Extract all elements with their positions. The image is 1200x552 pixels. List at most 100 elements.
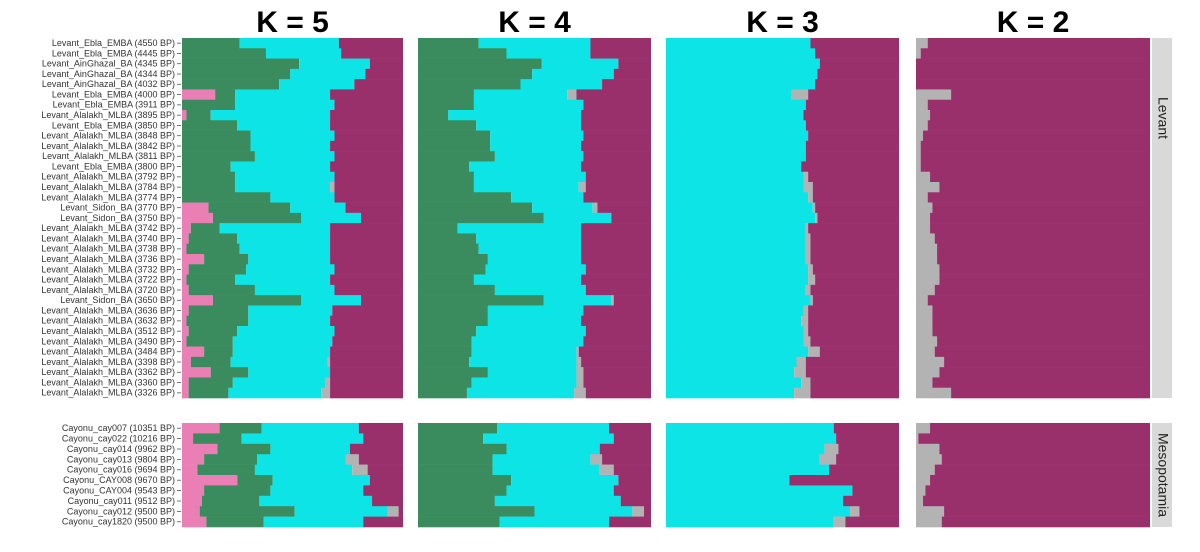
bar-segment (937, 254, 1150, 265)
bar-segment (805, 254, 811, 265)
bar-segment (330, 110, 403, 121)
bar-segment (272, 475, 370, 486)
bar-segment (808, 305, 899, 317)
bar-segment (930, 223, 1150, 234)
bar-segment (941, 516, 1150, 528)
bar-segment (182, 377, 189, 389)
bar-segment (182, 264, 189, 275)
bar-segment (448, 110, 582, 121)
bar-segment (666, 58, 820, 70)
bar-segment (920, 151, 1150, 162)
bar-segment (916, 243, 938, 255)
bar-segment (585, 326, 651, 337)
bar-segment (930, 110, 1150, 121)
bar-segment (499, 516, 610, 528)
bar-segment (241, 433, 364, 445)
bar-segment (217, 443, 271, 455)
bar-segment (666, 110, 804, 121)
bar-segment (824, 443, 839, 455)
bar-segment (808, 89, 899, 101)
bar-segment (916, 367, 940, 378)
bar-segment (418, 38, 479, 49)
bar-segment (254, 464, 353, 476)
category-label: Levant_Alalakh_MLBA (3360 BP) (41, 377, 175, 387)
category-label: Levant_Alalakh_MLBA (3740 BP) (41, 233, 175, 243)
bar-segment (916, 182, 940, 193)
bar-segment (618, 58, 651, 70)
bar-segment (666, 284, 806, 296)
bar-segment (265, 48, 342, 59)
bar-segment (330, 367, 403, 378)
bar-segment (246, 264, 335, 275)
bar-segment (843, 495, 899, 507)
bar-segment (666, 130, 809, 142)
bar-segment (418, 120, 477, 131)
bar-segment (923, 495, 1150, 507)
bar-segment (932, 202, 1150, 214)
bar-segment (261, 423, 359, 434)
category-label: Levant_Alalakh_MLBA (3738 BP) (41, 244, 175, 254)
bar-segment (805, 233, 811, 245)
bar-segment (916, 130, 924, 142)
bar-segment (808, 274, 816, 286)
bar-segment (609, 516, 651, 528)
bar-segment (666, 212, 816, 224)
bar-segment (932, 315, 1150, 327)
bar-segment (611, 295, 614, 306)
bar-segment (186, 274, 236, 286)
bar-segment (805, 243, 811, 255)
bar-segment (620, 495, 651, 507)
bar-segment (805, 223, 809, 234)
bar-segment (471, 336, 584, 347)
bar-segment (418, 202, 533, 214)
bar-segment (927, 99, 1150, 111)
bar-segment (490, 140, 582, 152)
bar-segment (341, 48, 403, 59)
bar-segment (232, 346, 331, 358)
bar-segment (182, 367, 211, 378)
bar-segment (666, 68, 818, 80)
bar-segment (574, 387, 586, 399)
category-label: Levant_Alalakh_MLBA (3792 BP) (41, 172, 175, 182)
bar-segment (666, 89, 792, 101)
bar-segment (208, 202, 291, 214)
bar-segment (583, 336, 651, 347)
bar-segment (186, 243, 240, 255)
bar-segment (916, 192, 928, 203)
bar-segment (666, 516, 834, 528)
bar-segment (794, 387, 811, 399)
bar-segment (182, 516, 207, 528)
bar-segment (916, 305, 933, 317)
bar-segment (916, 387, 952, 399)
bar-segment (186, 336, 233, 347)
bar-segment (204, 254, 249, 265)
bar-segment (810, 387, 899, 399)
bar-segment (469, 356, 577, 368)
category-label: Cayonu_CAY004 (9543 BP) (63, 485, 175, 495)
bar-segment (666, 171, 804, 183)
bar-segment (492, 454, 591, 465)
bar-segment (543, 212, 612, 224)
category-label: Cayonu_cay016 (9694 BP) (67, 465, 175, 475)
bar-segment (237, 326, 335, 337)
bar-segment (585, 182, 651, 193)
bar-segment (581, 120, 651, 131)
bar-segment (182, 315, 187, 327)
category-label: Levant_AinGhazal_BA (4344 BP) (42, 69, 175, 79)
category-label: Levant_Alalakh_MLBA (3774 BP) (41, 192, 175, 202)
bar-segment (219, 423, 262, 434)
category-label: Levant_Alalakh_MLBA (3722 BP) (41, 275, 175, 285)
bar-segment (334, 192, 403, 203)
bar-segment (916, 120, 928, 131)
category-label: Levant_Ebla_EMBA (3800 BP) (52, 161, 175, 171)
bar-segment (182, 495, 202, 507)
bar-segment (367, 464, 403, 476)
bar-segment (235, 171, 335, 183)
bar-segment (239, 38, 339, 49)
bar-segment (485, 264, 586, 275)
bar-segment (418, 223, 458, 234)
category-label: Cayonu_cay007 (10351 BP) (62, 423, 175, 433)
bar-segment (188, 305, 249, 317)
bar-segment (418, 423, 498, 434)
bar-segment (583, 367, 651, 378)
